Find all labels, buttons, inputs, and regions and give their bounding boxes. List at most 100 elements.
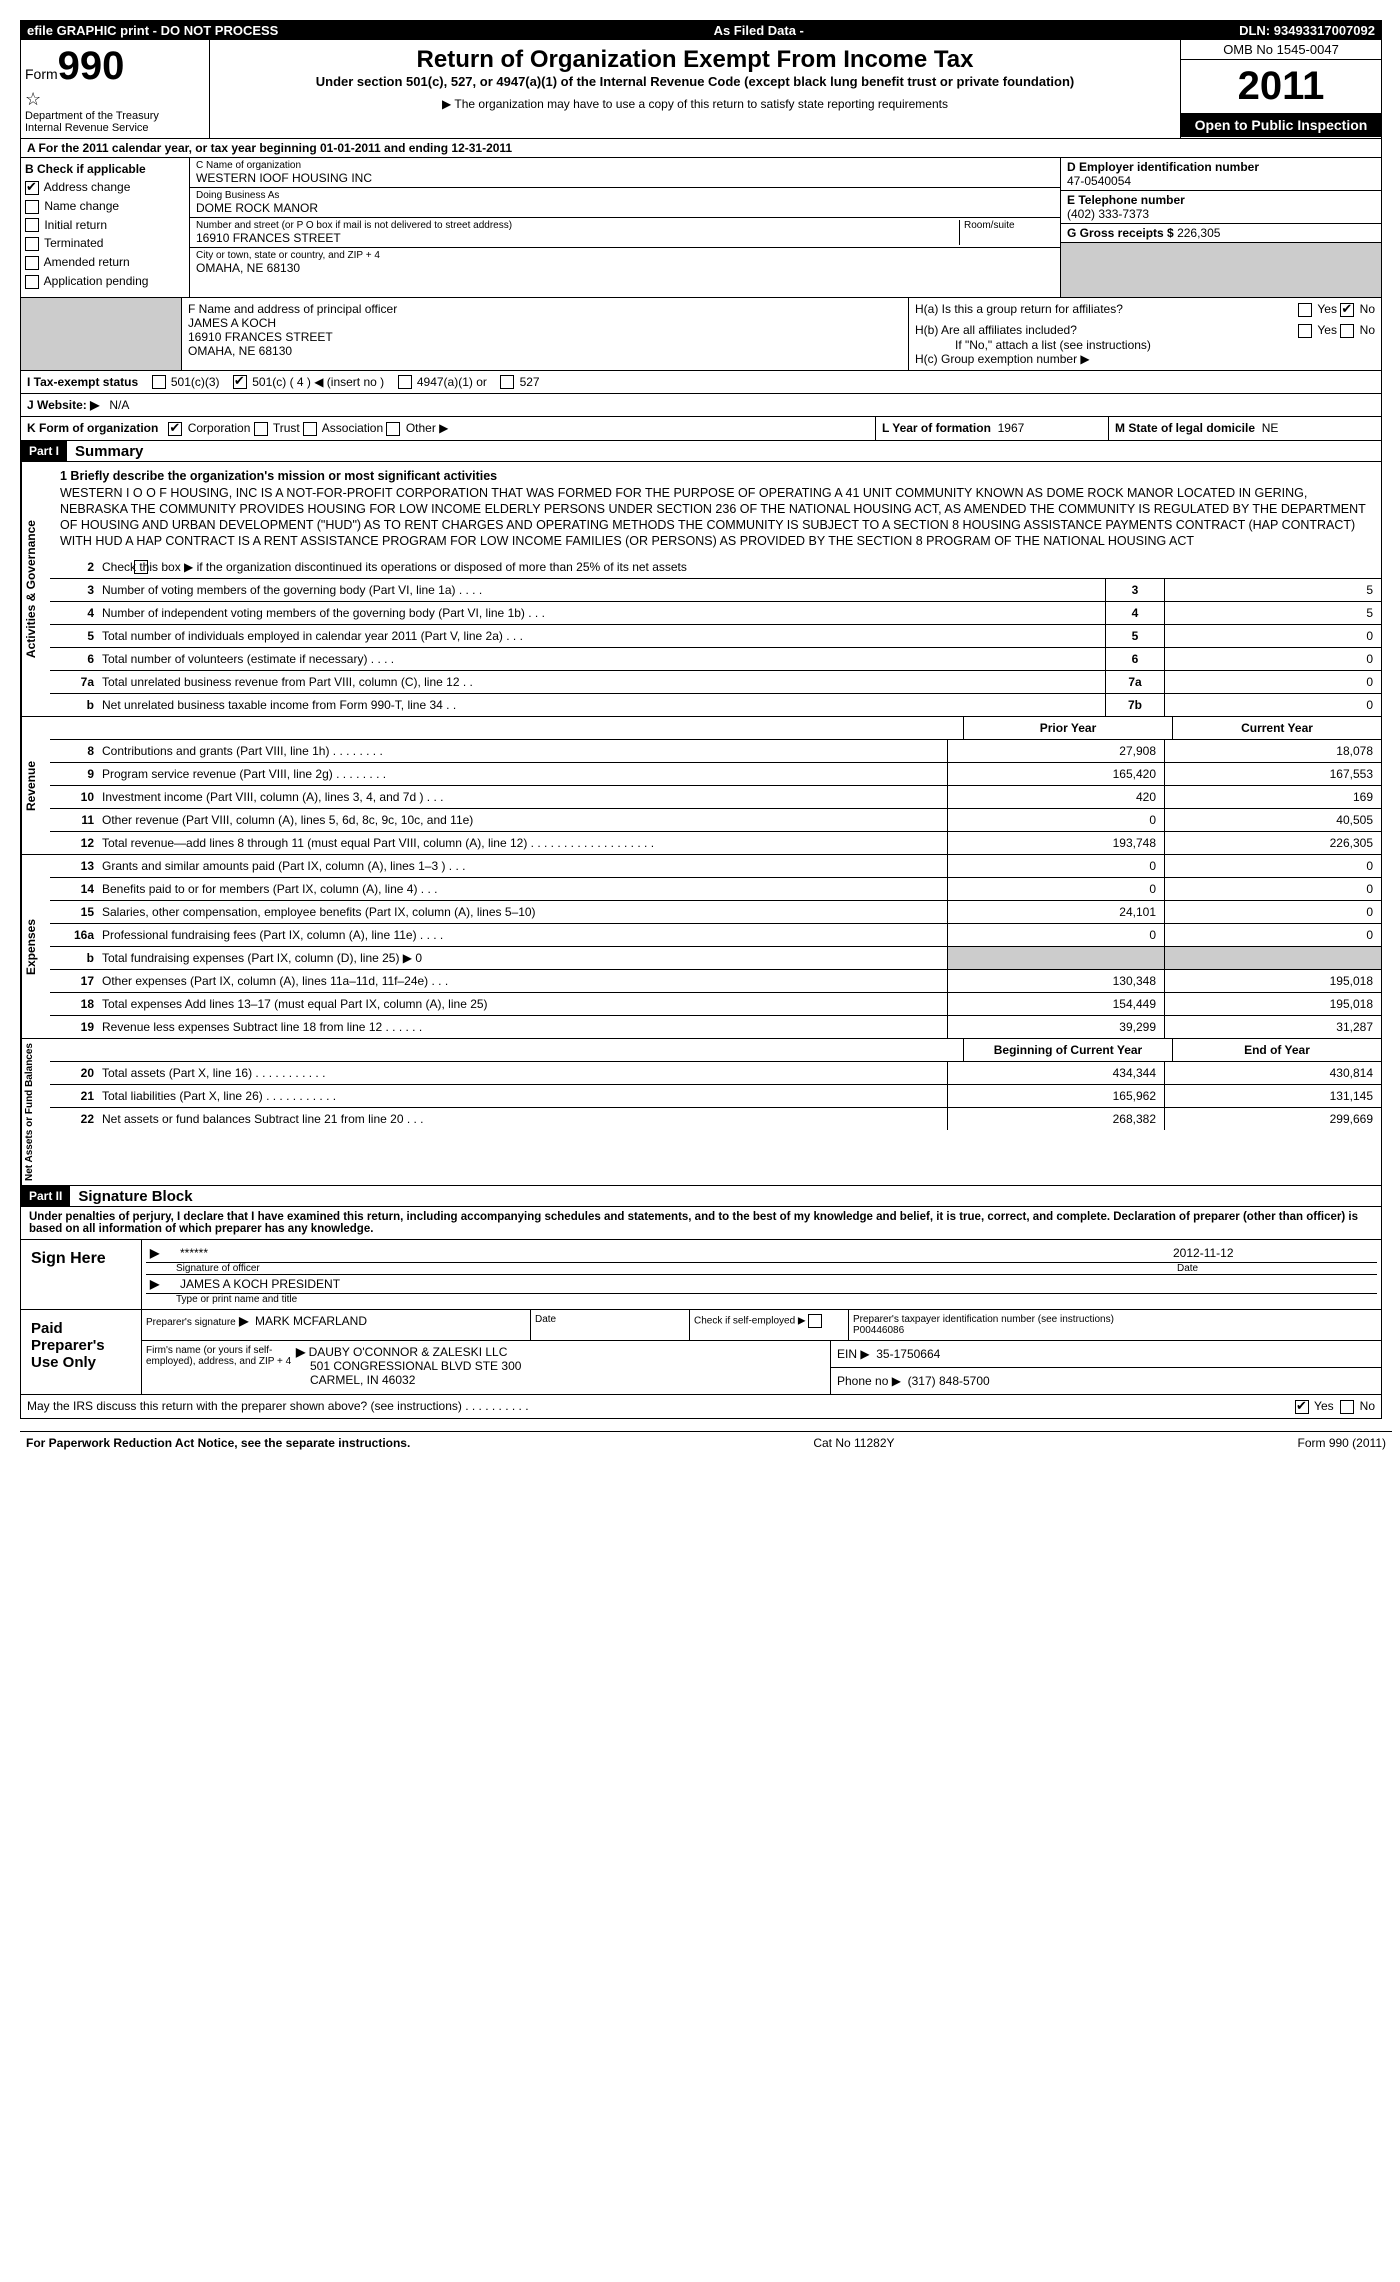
hb-no-checkbox[interactable]	[1340, 324, 1354, 338]
line-value: 0	[1164, 694, 1381, 716]
hb-note: If "No," attach a list (see instructions…	[915, 338, 1375, 352]
date-sublabel: Date	[1177, 1263, 1377, 1274]
checkbox[interactable]	[25, 256, 39, 270]
paid-preparer-label: Paid Preparer's Use Only	[21, 1310, 142, 1394]
trust-checkbox[interactable]	[254, 422, 268, 436]
street-address: 16910 FRANCES STREET	[196, 231, 959, 245]
current-value: 0	[1164, 901, 1381, 923]
top-bar: efile GRAPHIC print - DO NOT PROCESS As …	[21, 21, 1381, 40]
current-value: 226,305	[1164, 832, 1381, 854]
room-label: Room/suite	[964, 220, 1054, 231]
prior-value: 39,299	[947, 1016, 1164, 1038]
part2-title: Signature Block	[70, 1188, 192, 1205]
line-num: 15	[50, 901, 98, 923]
line-num: 13	[50, 855, 98, 877]
current-value: 131,145	[1164, 1085, 1381, 1107]
checkbox[interactable]	[25, 181, 39, 195]
current-value: 0	[1164, 878, 1381, 900]
other-checkbox[interactable]	[386, 422, 400, 436]
expense-line-17: 17Other expenses (Part IX, column (A), l…	[50, 970, 1381, 993]
self-emp-label: Check if self-employed ▶	[694, 1316, 806, 1327]
form-number: 990	[58, 44, 125, 88]
org-name: WESTERN IOOF HOUSING INC	[196, 171, 1054, 185]
prior-year-header: Prior Year	[963, 717, 1172, 739]
gross-receipts-value: 226,305	[1177, 226, 1220, 240]
line-num: 21	[50, 1085, 98, 1107]
line-desc: Grants and similar amounts paid (Part IX…	[98, 855, 947, 877]
opt-527: 527	[520, 375, 540, 389]
sig-date: 2012-11-12	[1173, 1246, 1373, 1260]
line-desc: Professional fundraising fees (Part IX, …	[98, 924, 947, 946]
checkbox[interactable]	[25, 237, 39, 251]
line-desc: Other revenue (Part VIII, column (A), li…	[98, 809, 947, 831]
prior-value: 165,962	[947, 1085, 1164, 1107]
city-label: City or town, state or country, and ZIP …	[196, 250, 1054, 261]
officer-street: 16910 FRANCES STREET	[188, 330, 902, 344]
balance-line-20: 20Total assets (Part X, line 16) . . . .…	[50, 1062, 1381, 1085]
501c3-checkbox[interactable]	[152, 375, 166, 389]
form-org-label: K Form of organization	[27, 421, 158, 435]
website-label: J Website: ▶	[27, 398, 99, 412]
discuss-no-checkbox[interactable]	[1340, 1400, 1354, 1414]
hb-yes-checkbox[interactable]	[1298, 324, 1312, 338]
current-value: 167,553	[1164, 763, 1381, 785]
prior-value: 27,908	[947, 740, 1164, 762]
line-box: 7a	[1105, 671, 1164, 693]
prior-value: 0	[947, 855, 1164, 877]
assoc-checkbox[interactable]	[303, 422, 317, 436]
checkbox[interactable]	[25, 200, 39, 214]
open-public-inspection: Open to Public Inspection	[1181, 113, 1381, 137]
check-line-name-change: Name change	[25, 199, 185, 214]
gross-receipts-label: G Gross receipts $	[1067, 226, 1174, 240]
current-value: 40,505	[1164, 809, 1381, 831]
current-value	[1164, 947, 1381, 969]
corp-checkbox[interactable]	[168, 422, 182, 436]
domicile-label: M State of legal domicile	[1115, 421, 1255, 435]
paperwork-notice: For Paperwork Reduction Act Notice, see …	[26, 1436, 410, 1450]
cat-number: Cat No 11282Y	[813, 1436, 894, 1450]
line-desc: Net assets or fund balances Subtract lin…	[98, 1108, 947, 1130]
checkbox[interactable]	[25, 275, 39, 289]
revenue-line-12: 12Total revenue—add lines 8 through 11 (…	[50, 832, 1381, 854]
prior-value: 268,382	[947, 1108, 1164, 1130]
form-subtitle: Under section 501(c), 527, or 4947(a)(1)…	[216, 74, 1174, 89]
officer-city: OMAHA, NE 68130	[188, 344, 902, 358]
line-num: b	[50, 694, 98, 716]
line-box: 3	[1105, 579, 1164, 601]
line-num: 10	[50, 786, 98, 808]
discuss-yes-checkbox[interactable]	[1295, 1400, 1309, 1414]
opt-4947: 4947(a)(1) or	[417, 375, 487, 389]
ha-no-checkbox[interactable]	[1340, 303, 1354, 317]
ptin-value: P00446086	[853, 1325, 1377, 1336]
expense-line-18: 18Total expenses Add lines 13–17 (must e…	[50, 993, 1381, 1016]
discuss-question: May the IRS discuss this return with the…	[27, 1399, 529, 1414]
line-desc: Total liabilities (Part X, line 26) . . …	[98, 1085, 947, 1107]
prior-value: 24,101	[947, 901, 1164, 923]
expense-line-b: bTotal fundraising expenses (Part IX, co…	[50, 947, 1381, 970]
part2-header: Part II	[21, 1186, 70, 1206]
line2-checkbox[interactable]	[134, 560, 148, 574]
line-num: 20	[50, 1062, 98, 1084]
self-emp-checkbox[interactable]	[808, 1314, 822, 1328]
current-value: 195,018	[1164, 993, 1381, 1015]
form-title: Return of Organization Exempt From Incom…	[216, 46, 1174, 74]
checkbox[interactable]	[25, 218, 39, 232]
form-page-ref: Form 990 (2011)	[1298, 1436, 1386, 1450]
opt-501c: 501(c) ( 4 ) ◀ (insert no )	[252, 375, 384, 389]
begin-year-header: Beginning of Current Year	[963, 1039, 1172, 1061]
officer-type-label: Type or print name and title	[146, 1294, 1377, 1305]
line-num: 12	[50, 832, 98, 854]
501c-checkbox[interactable]	[233, 375, 247, 389]
4947-checkbox[interactable]	[398, 375, 412, 389]
website-value: N/A	[109, 398, 129, 412]
ha-yes-checkbox[interactable]	[1298, 303, 1312, 317]
line-num: 22	[50, 1108, 98, 1130]
ha-label: H(a) Is this a group return for affiliat…	[915, 302, 1123, 316]
vlabel-balances: Net Assets or Fund Balances	[21, 1039, 50, 1185]
arrow-icon: ▶	[150, 1277, 180, 1291]
527-checkbox[interactable]	[500, 375, 514, 389]
line-value: 5	[1164, 579, 1381, 601]
part1-title: Summary	[67, 443, 143, 460]
omb-number: OMB No 1545-0047	[1181, 40, 1381, 60]
officer-name: JAMES A KOCH	[188, 316, 902, 330]
